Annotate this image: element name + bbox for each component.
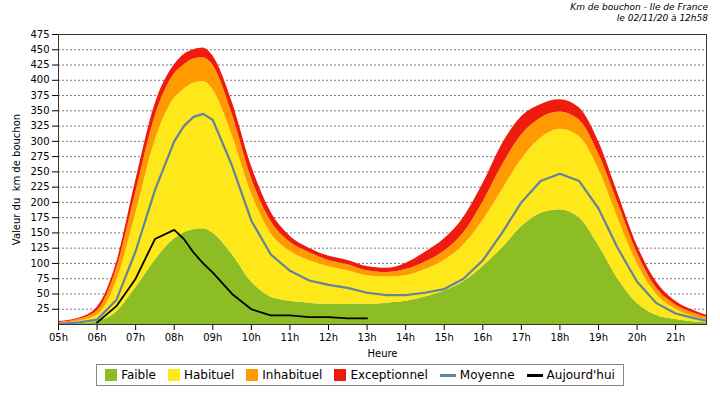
svg-text:15h: 15h (435, 332, 454, 343)
svg-text:21h: 21h (666, 332, 685, 343)
svg-text:20h: 20h (628, 332, 647, 343)
svg-text:06h: 06h (88, 332, 107, 343)
svg-text:13h: 13h (358, 332, 377, 343)
svg-text:14h: 14h (396, 332, 415, 343)
svg-text:50: 50 (37, 288, 50, 299)
html-text:Aujourd'hui: Aujourd'hui (546, 368, 615, 382)
html-text:Inhabituel: Inhabituel (262, 368, 323, 382)
svg-text:175: 175 (30, 212, 49, 223)
svg-text:300: 300 (30, 136, 49, 147)
svg-text:18h: 18h (550, 332, 569, 343)
svg-text:425: 425 (30, 59, 49, 70)
svg-text:325: 325 (30, 120, 49, 131)
svg-text:275: 275 (30, 151, 49, 162)
svg-text:05h: 05h (49, 332, 68, 343)
svg-text:475: 475 (30, 29, 49, 40)
svg-text:12h: 12h (319, 332, 338, 343)
svg-text:Valeur du km de bouchon: Valeur du km de bouchon (11, 114, 22, 245)
svg-text:150: 150 (30, 227, 49, 238)
svg-text:17h: 17h (512, 332, 531, 343)
svg-text:09h: 09h (203, 332, 222, 343)
svg-text:100: 100 (30, 258, 49, 269)
svg-text:08h: 08h (165, 332, 184, 343)
svg-text:19h: 19h (589, 332, 608, 343)
svg-text:07h: 07h (126, 332, 145, 343)
html-text:Habituel: Habituel (184, 368, 235, 382)
html-text:le 02/11/20 à 12h58: le 02/11/20 à 12h58 (616, 13, 708, 23)
svg-text:375: 375 (30, 90, 49, 101)
html-text:Moyenne: Moyenne (459, 368, 515, 382)
svg-text:10h: 10h (242, 332, 261, 343)
svg-text:250: 250 (30, 166, 49, 177)
svg-text:16h: 16h (473, 332, 492, 343)
svg-text:450: 450 (30, 44, 49, 55)
svg-text:125: 125 (30, 242, 49, 253)
html-text:Exceptionnel: Exceptionnel (350, 368, 428, 382)
html-text:Faible: Faible (121, 368, 156, 382)
svg-text:200: 200 (30, 197, 49, 208)
svg-text:Heure: Heure (367, 348, 397, 359)
svg-text:11h: 11h (280, 332, 299, 343)
svg-text:400: 400 (30, 74, 49, 85)
svg-text:225: 225 (30, 181, 49, 192)
svg-text:350: 350 (30, 105, 49, 116)
svg-text:25: 25 (37, 303, 50, 314)
html-text:Km de bouchon - Ile de France: Km de bouchon - Ile de France (570, 2, 708, 12)
svg-text:75: 75 (37, 273, 50, 284)
